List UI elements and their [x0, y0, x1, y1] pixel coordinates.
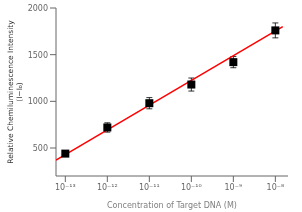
svg-text:10⁻¹³: 10⁻¹³ — [55, 183, 76, 192]
svg-text:Relative Chemiluminescence Int: Relative Chemiluminescence Intensity(I−I… — [8, 20, 24, 164]
svg-text:10⁻⁸: 10⁻⁸ — [267, 183, 285, 192]
svg-text:Concentration of Target DNA (M: Concentration of Target DNA (M) — [107, 201, 237, 210]
svg-text:10⁻⁹: 10⁻⁹ — [225, 183, 243, 192]
svg-text:10⁻¹⁰: 10⁻¹⁰ — [181, 183, 202, 192]
svg-text:1000: 1000 — [28, 97, 48, 106]
svg-text:10⁻¹¹: 10⁻¹¹ — [139, 183, 160, 192]
svg-text:500: 500 — [33, 144, 48, 153]
svg-text:2000: 2000 — [28, 4, 48, 13]
svg-text:1500: 1500 — [28, 51, 48, 60]
svg-text:10⁻¹²: 10⁻¹² — [97, 183, 118, 192]
